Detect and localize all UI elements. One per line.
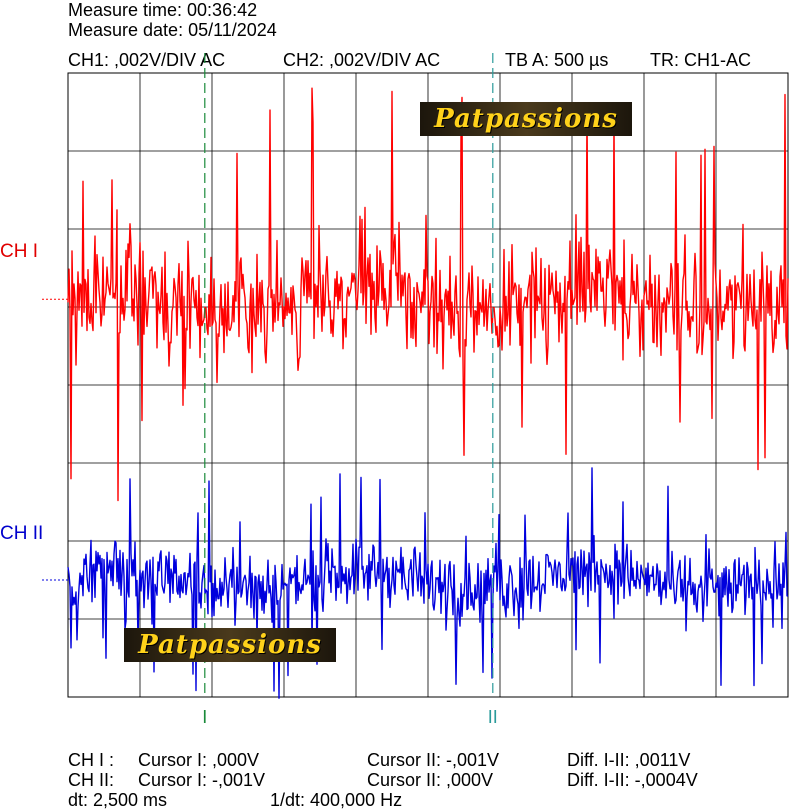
cursor-layer: I II	[202, 53, 498, 727]
readout-inv-dt: 1/dt: 400,000 Hz	[270, 790, 403, 810]
graticule	[67, 72, 789, 698]
trace-ch1	[67, 87, 789, 502]
trace-layer	[42, 87, 789, 699]
readout-ch2-cursor1: Cursor I: -,001V	[138, 770, 266, 790]
measure-time: Measure time: 00:36:42	[68, 0, 258, 20]
timebase-setting: TB A: 500 µs	[505, 50, 609, 70]
measure-date: Measure date: 05/11/2024	[68, 20, 277, 40]
ch2-axis-label: CH II	[0, 523, 44, 544]
readout-dt: dt: 2,500 ms	[68, 790, 168, 810]
readout-ch2-cursor2: Cursor II: ,000V	[367, 770, 494, 790]
readout-ch1-diff: Diff. I-II: ,0011V	[567, 750, 691, 770]
readout-ch1-cursor1: Cursor I: ,000V	[138, 750, 260, 770]
readout-ch1-label: CH I :	[68, 750, 115, 770]
readout-ch1-cursor2: Cursor II: -,001V	[367, 750, 500, 770]
readout-ch2-label: CH II:	[68, 770, 115, 790]
cursor-label-i: I	[202, 707, 207, 727]
watermark-bottom: Patpassions	[124, 628, 336, 662]
ch1-axis-label: CH I	[0, 241, 38, 262]
watermark-top: Patpassions	[420, 102, 632, 136]
trigger-setting: TR: CH1-AC	[650, 50, 752, 70]
readout-ch2-diff: Diff. I-II: -,0004V	[567, 770, 698, 790]
cursor-label-ii: II	[488, 707, 498, 727]
trace-ch2	[67, 467, 789, 699]
ch2-setting: CH2: ,002V/DIV AC	[283, 50, 441, 70]
ch1-setting: CH1: ,002V/DIV AC	[68, 50, 226, 70]
